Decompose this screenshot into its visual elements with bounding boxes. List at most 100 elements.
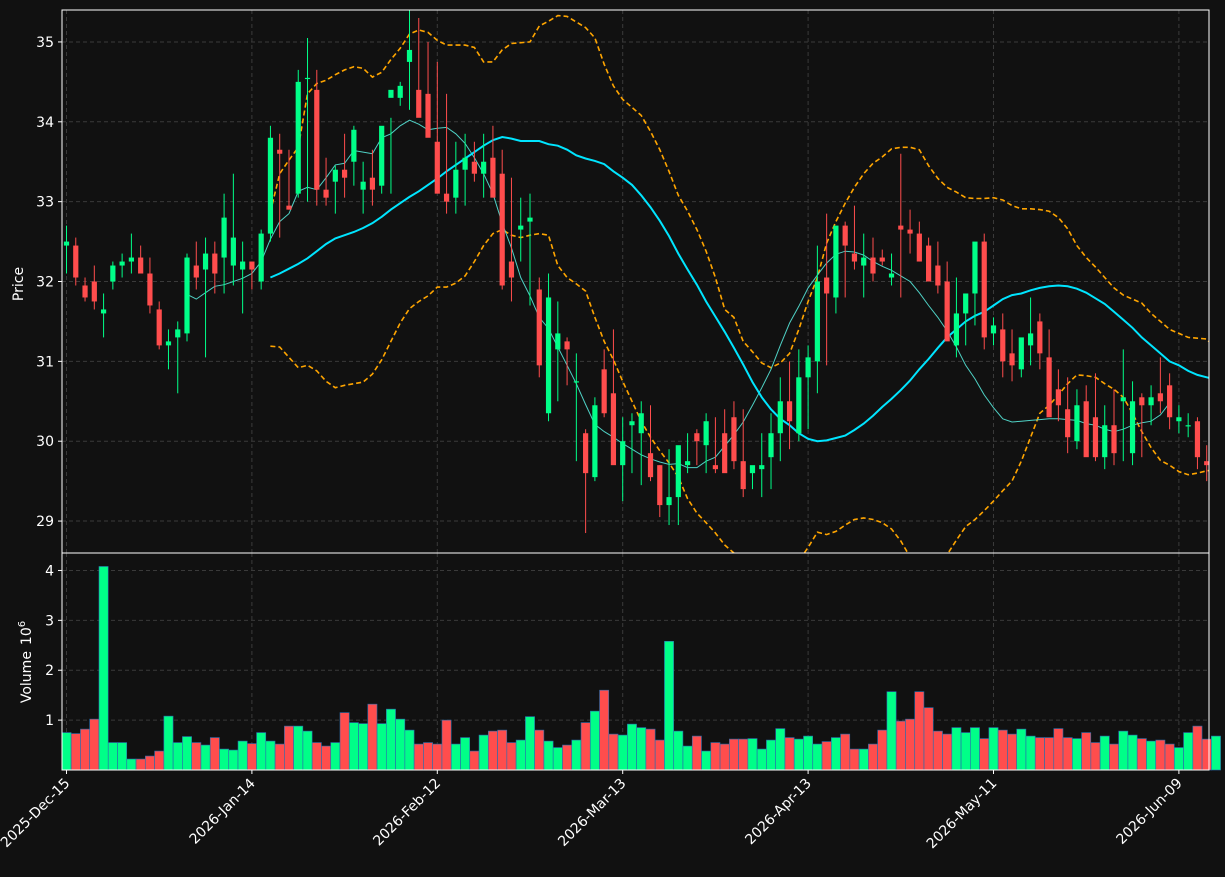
candle-body [981,241,987,338]
candle-body [638,413,644,434]
volume-bar [868,743,878,771]
volume-bar [1183,732,1194,771]
volume-bar [589,710,600,771]
candle-body [555,333,561,350]
volume-bar [469,750,480,771]
volume-bar [1174,747,1184,771]
candle-body [536,289,542,366]
volume-bar [423,742,433,771]
candle-body [304,77,311,80]
volume-bar [293,725,304,771]
candle-body [898,225,904,230]
volume-axis-label-text: Volume [19,651,35,703]
candle-body [369,177,376,190]
volume-bar [163,715,174,771]
candle-body [91,281,97,302]
candle-body [314,89,320,190]
candle-body [240,261,246,270]
candle-body [684,461,691,466]
volume-bar [608,733,619,771]
candle-body [675,445,681,498]
volume-bar [395,718,406,771]
volume-bar [1201,738,1212,771]
volume-bar [1192,725,1203,771]
candle-body [119,261,125,266]
volume-bar [321,745,331,771]
candle-body [212,253,218,274]
volume-bar [302,730,313,771]
candle-body [953,313,960,346]
candle-body [573,381,579,383]
volume-bar [997,729,1008,771]
volume-bar [812,743,823,771]
volume-bar [534,729,545,771]
volume-bar [831,737,841,771]
candle-body [1167,385,1173,418]
volume-tick-label: 2 [45,663,54,679]
volume-bar [200,744,211,771]
candle-body [592,405,598,478]
volume-bar [784,737,795,771]
price-tick-label: 35 [36,35,54,51]
volume-bar [636,727,647,771]
volume-bar [135,758,146,771]
candle-body [1065,409,1071,438]
volume-bar [145,755,155,771]
candle-body [416,89,422,118]
volume-bar [923,707,934,771]
candle-body [666,497,672,506]
candle-body [1037,321,1043,354]
volume-bar [126,758,137,771]
volume-bar [311,742,322,771]
volume-bar [766,739,776,771]
volume-bar [756,748,767,771]
candle-body [870,257,876,274]
candle-body [82,285,88,298]
candle-body [712,465,718,470]
candle-body [916,233,922,262]
volume-bar [1025,735,1036,771]
volume-bar [265,740,276,771]
candle-body [694,433,700,442]
candle-body [842,225,848,246]
candle-body [731,417,737,462]
volume-bar [237,740,248,771]
volume-bar [1118,730,1129,771]
candle-body [277,149,283,154]
volume-bar [1044,737,1055,771]
volume-bar [895,720,906,771]
volume-bar [1081,732,1092,771]
volume-bar [840,733,851,771]
volume-bar [738,738,749,771]
volume-bar [719,743,730,771]
volume-bar [1090,742,1101,771]
price-y-axis: 29 30 31 32 33 34 35 [36,35,62,530]
volume-bar [942,733,953,771]
candle-body [388,89,394,98]
volume-bar [599,689,610,771]
volume-bar [951,727,962,771]
price-tick-label: 30 [36,434,54,450]
volume-bar [775,728,786,771]
volume-bar [219,748,229,771]
volume-bar [1211,735,1221,771]
candle-body [379,125,385,186]
volume-bar [460,737,471,771]
volume-bar [339,712,350,771]
candle-body [1194,421,1201,458]
candle-body [1027,333,1034,346]
volume-tick-label: 3 [45,613,54,629]
volume-bar [682,745,693,771]
volume-bar [793,738,804,771]
volume-bar [256,732,267,771]
volume-bar [488,730,498,771]
candle-body [814,281,820,362]
candle-body [926,245,932,282]
volume-bar [228,749,239,771]
candle-body [73,245,79,278]
candle-body [202,253,209,270]
volume-bar [154,750,165,771]
price-grid [62,10,1209,553]
candle-body [963,293,969,314]
volume-bars [61,566,1221,771]
